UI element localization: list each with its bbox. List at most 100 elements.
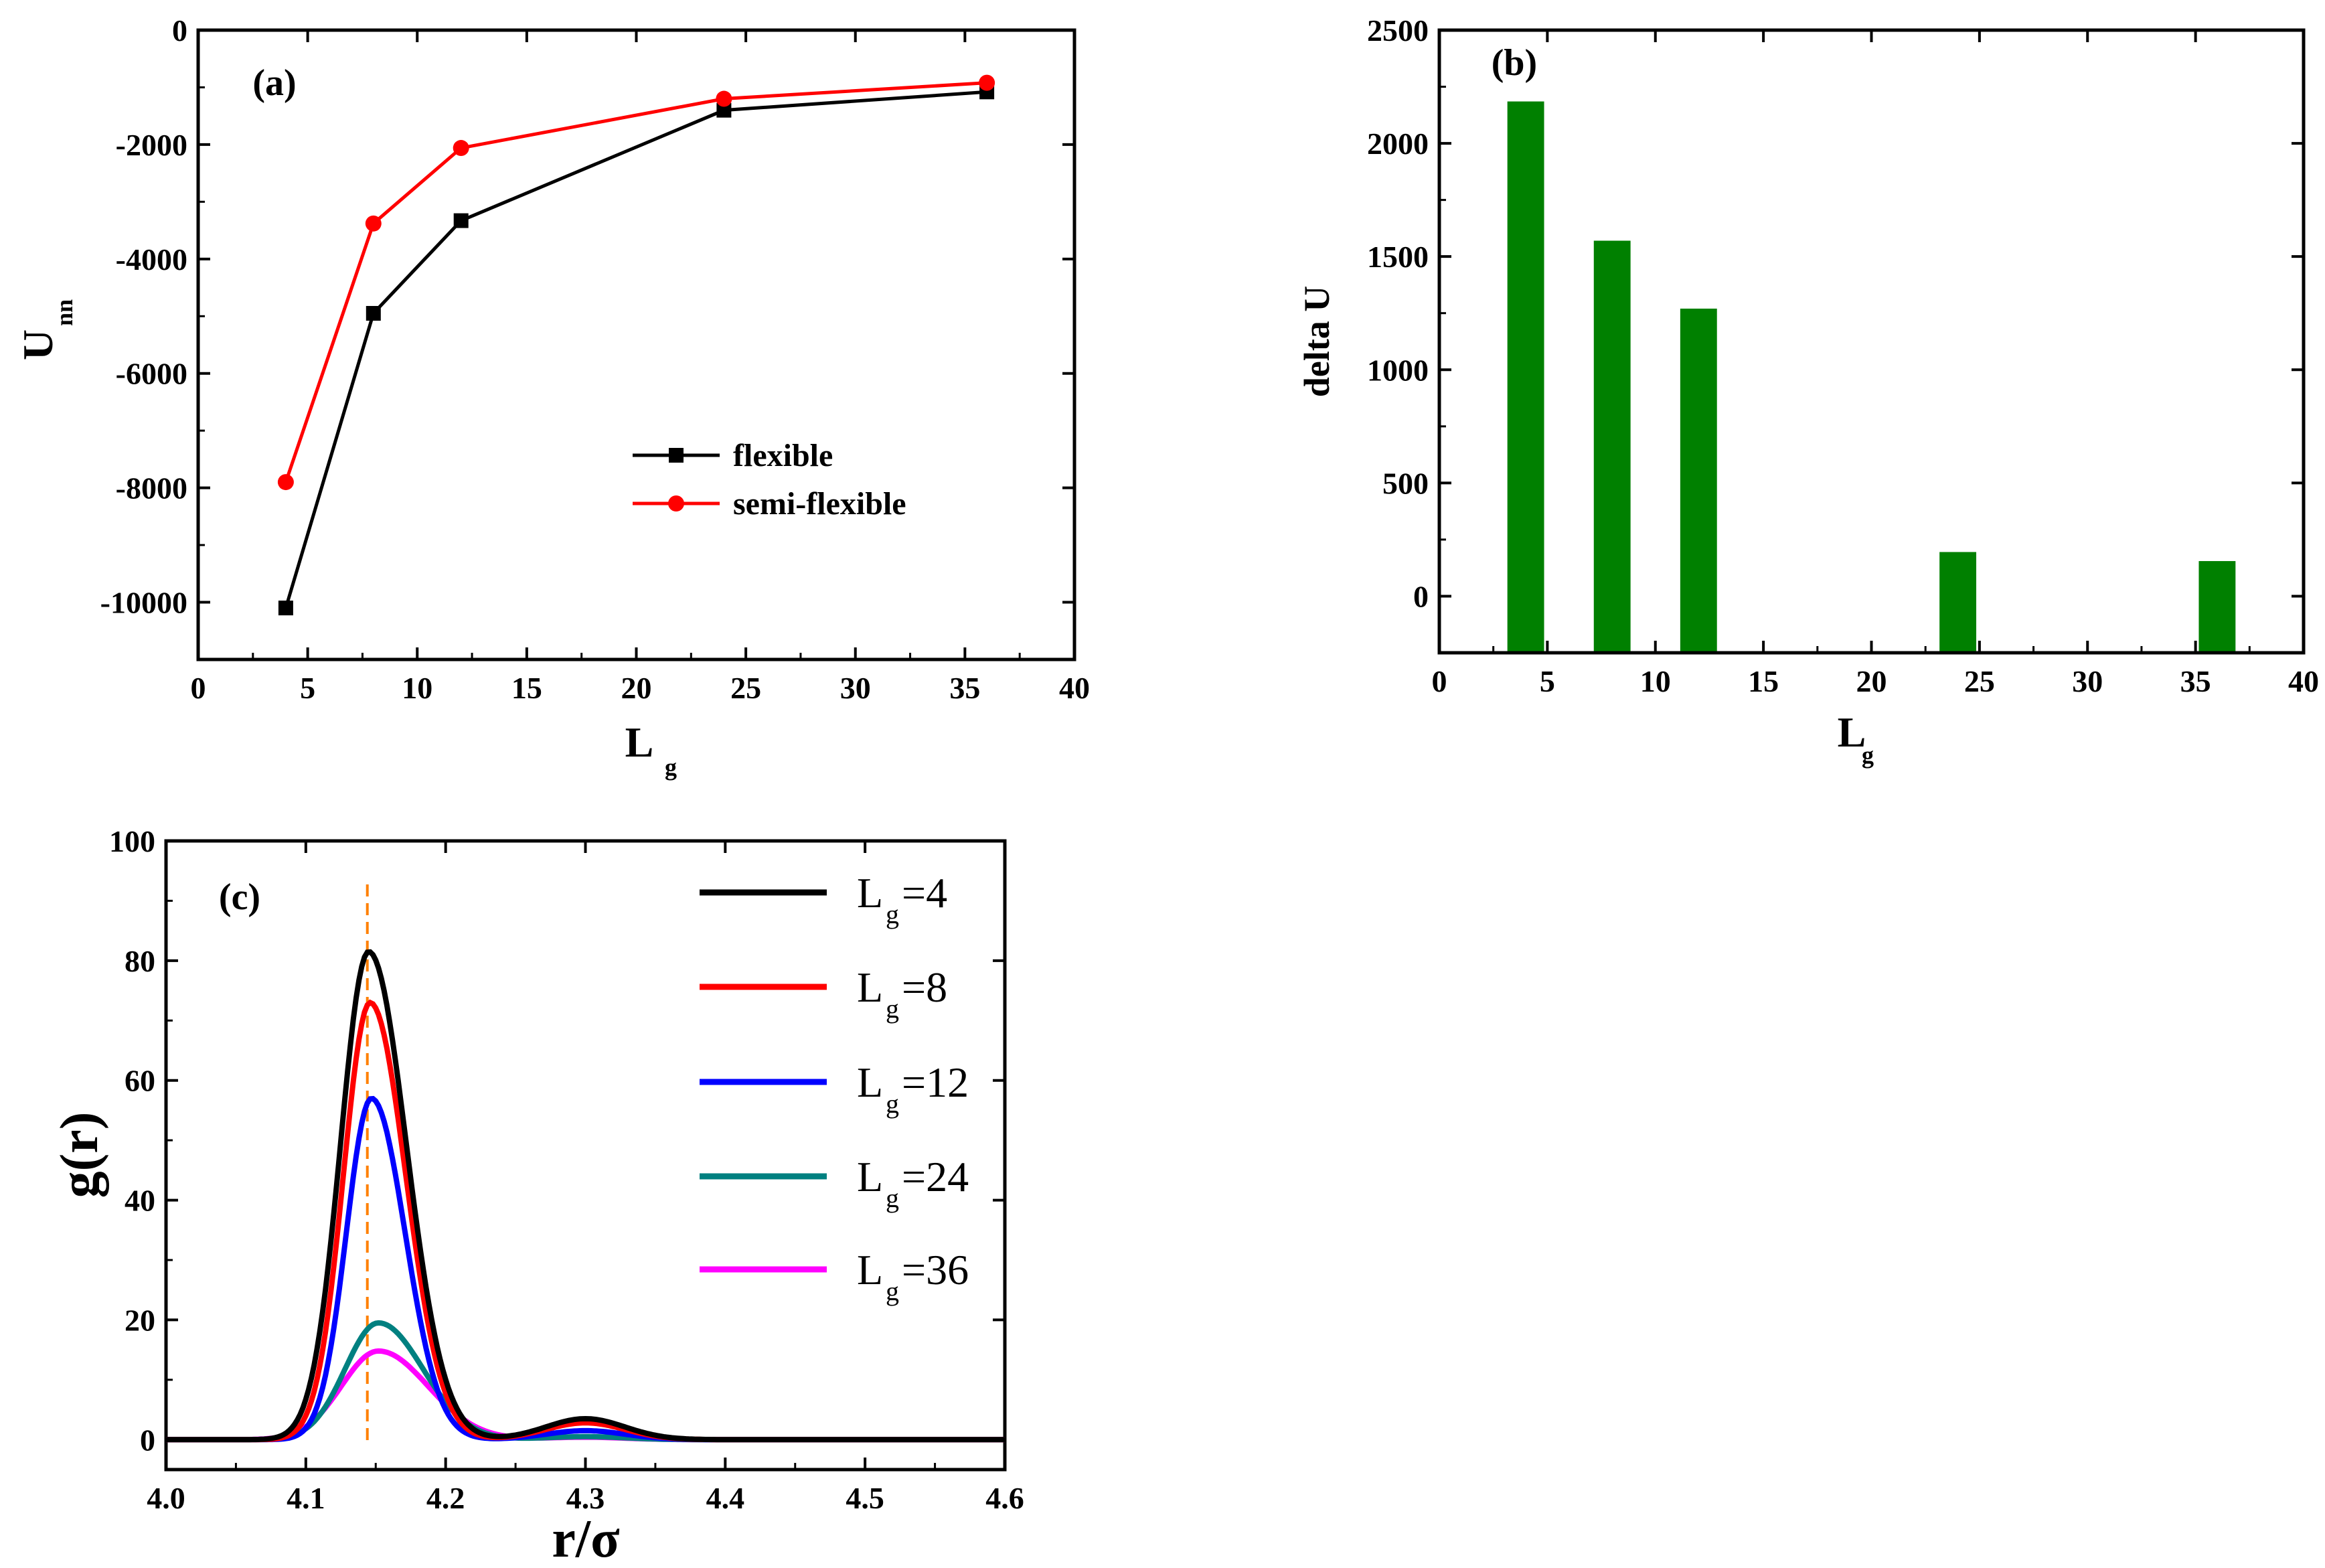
bar	[2198, 561, 2236, 651]
legend-label-value: =4	[902, 869, 947, 917]
y-axis-label: delta U	[1297, 286, 1337, 397]
x-tick-label: 10	[402, 671, 432, 705]
x-tick-label: 20	[1856, 664, 1887, 698]
y-tick-label: 0	[172, 13, 187, 48]
data-point	[365, 215, 382, 232]
legend-label-sub: g	[886, 899, 899, 929]
series-line	[166, 949, 1005, 1443]
legend-label-sub: g	[886, 1089, 899, 1119]
panel-b: 0 5 10 15 20 25 30 35 40 0 500 1000 1500 2000 2500 (b) L…	[1297, 13, 2319, 769]
x-tick-label: 35	[949, 671, 980, 705]
y-axis-label: g(r)	[50, 1112, 109, 1198]
x-tick-label: 15	[1748, 664, 1779, 698]
y-tick-label: 40	[125, 1184, 155, 1218]
x-tick-label: 5	[300, 671, 315, 705]
data-point	[716, 102, 732, 118]
data-point	[453, 140, 469, 157]
bar	[1507, 101, 1544, 651]
series-line-flexible	[284, 90, 987, 609]
legend-label-sub: g	[886, 994, 899, 1024]
x-tick-label: 4.0	[147, 1481, 185, 1515]
x-tick-label: 0	[191, 671, 206, 705]
x-tick-label: 4.2	[426, 1481, 465, 1515]
x-tick-label: 4.3	[566, 1481, 605, 1515]
legend-label-sub: g	[886, 1183, 899, 1213]
legend-label-value: =8	[902, 963, 947, 1011]
legend-label-sub: g	[886, 1276, 899, 1306]
x-tick-label: 35	[2180, 664, 2211, 698]
x-axis-label: L	[625, 718, 654, 766]
legend-label-main: L	[857, 869, 883, 917]
x-tick-label: 5	[1540, 664, 1555, 698]
y-tick-label: 60	[125, 1064, 155, 1098]
x-tick-label: 40	[2288, 664, 2319, 698]
bar	[1593, 240, 1631, 651]
data-point	[277, 474, 294, 491]
y-tick-label: -6000	[116, 357, 187, 391]
x-axis-label-sub: g	[665, 754, 677, 781]
data-point	[716, 90, 732, 107]
data-point	[366, 306, 381, 321]
x-axis-label-sub: g	[1862, 742, 1874, 769]
y-axis-label-group: delta U	[1297, 286, 1337, 397]
y-axis-label-sub: nn	[51, 299, 78, 326]
y-tick-label: 1000	[1367, 353, 1429, 387]
y-tick-label: 0	[1413, 579, 1429, 613]
y-tick-label: -2000	[116, 128, 187, 162]
y-tick-label: 100	[109, 824, 155, 858]
panel-label: (b)	[1492, 42, 1537, 84]
y-tick-label: -10000	[100, 586, 187, 620]
panel-label: (c)	[219, 876, 260, 918]
x-tick-label: 30	[2072, 664, 2103, 698]
legend-label: flexible	[733, 438, 833, 473]
legend-label-value: =36	[902, 1246, 969, 1293]
y-tick-label: 1500	[1367, 240, 1429, 274]
bar	[1939, 552, 1977, 651]
x-tick-label: 25	[730, 671, 761, 705]
y-axis-label: U	[14, 329, 62, 360]
legend-label-main: L	[857, 963, 883, 1011]
data-point	[979, 74, 995, 91]
y-tick-label: 80	[125, 944, 155, 978]
panel-label: (a)	[252, 62, 296, 104]
y-axis-label-group: g(r)	[50, 1112, 109, 1198]
series-line-semi-flexible	[284, 81, 987, 483]
bar	[1680, 308, 1717, 651]
legend-label-main: L	[857, 1059, 883, 1106]
x-tick-label: 4.1	[287, 1481, 325, 1515]
x-tick-label: 25	[1964, 664, 1995, 698]
data-point	[278, 601, 293, 616]
x-tick-label: 30	[840, 671, 871, 705]
legend-label: semi-flexible	[733, 486, 906, 522]
legend-marker	[668, 495, 684, 512]
y-tick-label: 2000	[1367, 127, 1429, 161]
panel-a: 0 5 10 15 20 25 30 35 40 -10000 -8000 -6000 -4000 -20…	[14, 13, 1090, 781]
x-tick-label: 4.6	[985, 1481, 1024, 1515]
legend-label-value: =12	[902, 1059, 969, 1106]
y-tick-label: 20	[125, 1303, 155, 1337]
x-tick-label: 10	[1640, 664, 1671, 698]
y-tick-label: 0	[140, 1423, 155, 1457]
y-tick-label: -8000	[116, 471, 187, 505]
y-tick-label: -4000	[116, 242, 187, 277]
x-axis-label: L	[1838, 708, 1866, 756]
x-tick-label: 40	[1059, 671, 1090, 705]
y-tick-label: 2500	[1367, 13, 1429, 48]
x-axis-label: r/σ	[552, 1510, 620, 1568]
legend-label-main: L	[857, 1246, 883, 1293]
x-tick-label: 15	[511, 671, 542, 705]
plot-frame	[1437, 28, 2306, 655]
legend-marker	[669, 448, 684, 463]
legend-label-value: =24	[902, 1153, 969, 1200]
legend-label-main: L	[857, 1153, 883, 1200]
data-point	[453, 213, 469, 228]
x-tick-label: 4.5	[846, 1481, 884, 1515]
plot-frame	[196, 28, 1076, 661]
x-tick-label: 0	[1432, 664, 1447, 698]
y-axis-label-group: Unn	[14, 299, 78, 360]
x-tick-label: 20	[621, 671, 652, 705]
y-tick-label: 500	[1382, 466, 1429, 500]
x-tick-label: 4.4	[706, 1481, 745, 1515]
